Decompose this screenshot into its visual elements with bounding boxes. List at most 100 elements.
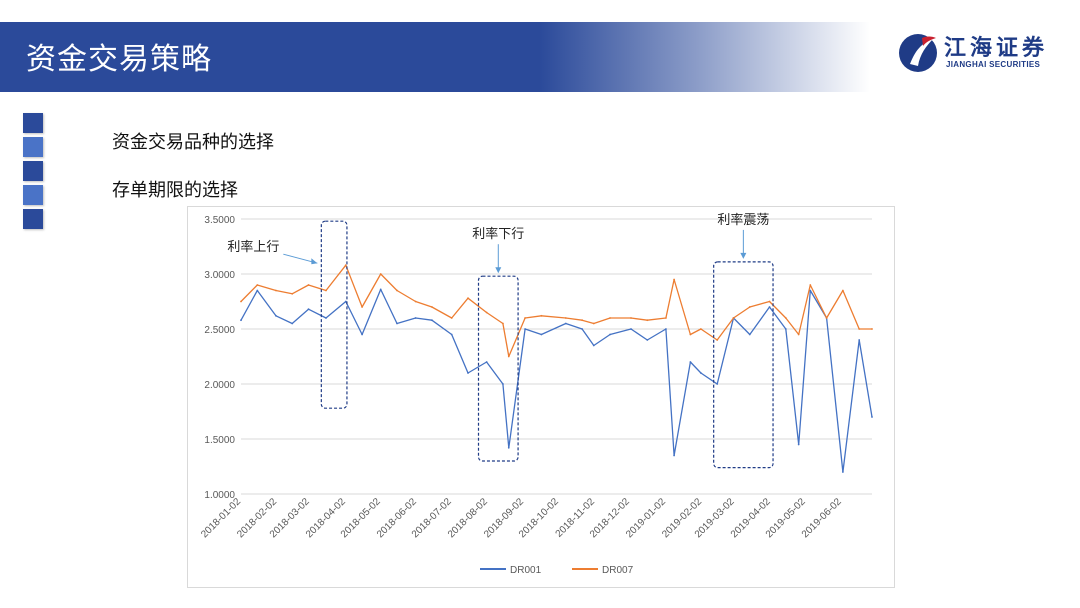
data-point-dr007 [275, 289, 277, 292]
data-point-dr001 [524, 328, 526, 330]
data-point-dr007 [748, 306, 751, 308]
data-point-dr001 [784, 328, 787, 330]
data-point-dr007 [825, 317, 828, 319]
jianghai-logo-icon [899, 34, 937, 72]
y-tick-label: 1.0000 [204, 490, 235, 501]
data-point-dr001 [396, 322, 398, 325]
company-logo: 江海证券 JIANGHAI SECURITIES [896, 30, 1056, 76]
annotation-arrow-head [311, 258, 318, 265]
data-point-dr001 [540, 333, 543, 336]
data-point-dr007 [797, 333, 800, 336]
data-point-dr007 [256, 284, 259, 286]
legend-label: DR007 [602, 565, 634, 576]
data-point-dr007 [325, 289, 327, 292]
annotation-box [320, 220, 348, 409]
data-point-dr001 [344, 300, 347, 303]
data-point-dr001 [871, 416, 873, 418]
data-point-dr001 [240, 319, 242, 322]
data-point-dr001 [564, 322, 567, 325]
bullet-text: 资金交易品种的选择 [112, 132, 274, 153]
data-point-dr007 [485, 311, 488, 314]
data-point-dr001 [689, 361, 692, 363]
chart-container: 1.0000 1.5000 2.0000 2.5000 3.0000 3.5000 201… [187, 206, 895, 588]
logo-text-en: JIANGHAI SECURITIES [946, 60, 1041, 69]
data-point-dr007 [630, 317, 632, 319]
data-point-dr001 [809, 289, 812, 292]
decorative-square [23, 185, 43, 205]
data-point-dr007 [507, 355, 510, 358]
data-point-dr001 [630, 328, 632, 330]
annotation-label: 利率下行 [472, 226, 524, 241]
bullet-text: 存单期限的选择 [112, 180, 238, 201]
data-point-dr007 [414, 300, 417, 303]
data-point-dr001 [665, 328, 667, 330]
data-point-dr007 [732, 317, 735, 319]
data-point-dr001 [379, 288, 382, 291]
data-point-dr007 [502, 322, 504, 325]
data-point-dr001 [716, 383, 719, 385]
data-point-dr007 [540, 314, 543, 317]
data-point-dr007 [581, 319, 584, 322]
data-point-dr001 [325, 317, 327, 319]
line-chart: 1.0000 1.5000 2.0000 2.5000 3.0000 3.5000 201… [199, 212, 873, 576]
data-point-dr007 [673, 278, 675, 281]
series-line-dr001 [240, 288, 873, 473]
data-point-dr007 [809, 284, 812, 286]
data-point-dr001 [673, 454, 675, 457]
data-point-dr001 [592, 344, 595, 347]
data-point-dr001 [450, 333, 453, 336]
data-point-dr007 [841, 289, 844, 292]
data-point-dr001 [841, 471, 844, 473]
annotation-box [477, 275, 519, 462]
annotation-arrow-head [495, 267, 502, 274]
decorative-square [23, 137, 43, 157]
data-point-dr001 [646, 339, 649, 341]
data-point-dr007 [431, 306, 433, 308]
legend-label: DR001 [510, 565, 542, 576]
y-tick-label: 2.0000 [204, 380, 235, 391]
data-point-dr007 [689, 333, 692, 336]
data-point-dr001 [414, 317, 417, 319]
data-point-dr001 [307, 308, 310, 311]
data-point-dr007 [396, 289, 398, 292]
data-point-dr007 [524, 317, 526, 319]
data-point-dr001 [768, 306, 771, 308]
data-point-dr001 [797, 443, 800, 446]
data-point-dr001 [467, 372, 469, 374]
data-point-dr001 [361, 333, 363, 336]
annotation-label: 利率震荡 [717, 212, 769, 227]
annotation-arrow-head [740, 252, 747, 259]
data-point-dr007 [592, 322, 595, 325]
data-point-dr001 [275, 314, 277, 317]
y-tick-label: 3.0000 [204, 270, 235, 281]
title-bar [0, 22, 870, 92]
data-point-dr007 [716, 339, 719, 341]
series-line-dr007 [240, 264, 872, 358]
data-point-dr007 [784, 317, 787, 319]
data-point-dr001 [431, 319, 433, 322]
data-point-dr007 [344, 264, 347, 267]
data-point-dr007 [665, 317, 667, 319]
data-point-dr001 [858, 339, 861, 341]
data-point-dr007 [307, 284, 310, 286]
data-point-dr007 [858, 328, 861, 330]
page-title: 资金交易策略 [26, 42, 212, 77]
y-tick-label: 1.5000 [204, 435, 235, 446]
data-point-dr007 [871, 328, 873, 330]
y-tick-label: 2.5000 [204, 325, 235, 336]
data-point-dr007 [609, 317, 611, 319]
logo-text-cn: 江海证券 [944, 36, 1049, 61]
data-point-dr007 [291, 292, 294, 295]
data-point-dr001 [502, 383, 504, 385]
data-point-dr007 [646, 319, 649, 322]
data-point-dr007 [467, 297, 469, 300]
data-point-dr001 [699, 372, 702, 374]
x-tick-label: 2019-06-02 [800, 496, 844, 540]
data-point-dr007 [768, 300, 771, 303]
data-point-dr007 [564, 317, 567, 319]
decorative-square [23, 161, 43, 181]
data-point-dr001 [748, 333, 751, 336]
data-point-dr007 [450, 317, 453, 319]
annotation-label: 利率上行 [227, 239, 279, 254]
decorative-square [23, 113, 43, 133]
